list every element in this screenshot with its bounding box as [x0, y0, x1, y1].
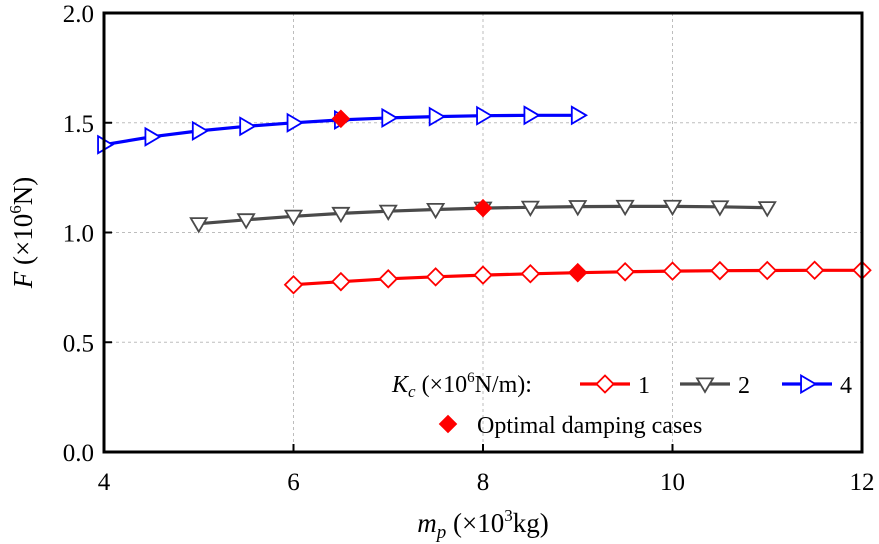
data-point-2 [426, 202, 446, 220]
series-4 [97, 105, 589, 155]
data-point-4 [239, 116, 257, 137]
data-point-2 [378, 204, 398, 221]
y-tick-label: 0.5 [63, 330, 94, 357]
data-point-4 [286, 112, 304, 133]
data-point-2 [662, 199, 683, 217]
data-point-1 [378, 269, 399, 289]
data-point-4 [523, 105, 541, 126]
x-tick-label: 4 [98, 469, 111, 496]
data-point-2 [568, 200, 588, 217]
data-point-4 [191, 120, 210, 141]
data-point-1 [615, 262, 635, 282]
data-point-2 [757, 201, 777, 218]
data-point-2 [283, 209, 304, 227]
legend-label: 1 [638, 373, 650, 399]
legend-entry-2: 2 [680, 373, 750, 399]
legend-entry-4: 4 [782, 373, 852, 399]
data-point-2 [520, 200, 540, 218]
data-point-4 [570, 105, 589, 126]
x-tick-label: 6 [287, 469, 300, 496]
legend-label: 4 [840, 373, 852, 399]
optimal-point [331, 109, 351, 129]
data-point-2 [189, 217, 209, 234]
y-tick-label: 1.0 [63, 221, 94, 248]
legend-entry-1: 1 [580, 373, 650, 399]
legend-optimal-marker [438, 414, 458, 434]
x-axis-label: mp (×103kg) [417, 506, 548, 543]
data-point-4 [144, 126, 162, 147]
optimal-point [473, 198, 493, 218]
y-tick-label: 0.0 [63, 440, 94, 467]
legend-marker [595, 374, 615, 394]
data-point-1 [662, 261, 683, 281]
data-point-1 [520, 263, 541, 284]
y-axis-label: F (×106N) [6, 177, 38, 289]
data-point-1 [283, 274, 304, 295]
series-layer [97, 105, 872, 295]
data-point-2 [710, 200, 730, 217]
x-tick-label: 10 [660, 469, 685, 496]
data-point-1 [804, 260, 825, 281]
legend-marker [800, 373, 818, 395]
legend: Kc (×106N/m): 1 2 4 Optimal damping cases [391, 370, 852, 439]
data-point-2 [236, 213, 256, 230]
data-point-4 [428, 106, 446, 127]
legend-entries: 1 2 4 [438, 373, 852, 434]
data-point-2 [331, 206, 351, 224]
data-point-1 [331, 271, 351, 292]
legend-entry-optimal [438, 414, 458, 434]
axis-ticks: 4 6 8 10 120.00.51.01.52.0 [63, 1, 875, 496]
legend-label: 2 [738, 373, 750, 399]
data-point-4 [381, 107, 399, 128]
optimal-point [568, 263, 588, 282]
x-tick-label: 12 [850, 469, 875, 496]
y-tick-label: 2.0 [63, 1, 94, 28]
y-tick-label: 1.5 [63, 111, 94, 138]
data-point-1 [757, 260, 778, 281]
data-point-1 [473, 265, 493, 285]
legend-marker [695, 377, 715, 394]
x-tick-label: 8 [477, 469, 490, 496]
grid-lines [104, 13, 862, 452]
data-point-1 [425, 267, 446, 287]
optimal-points-layer [331, 109, 588, 282]
data-point-4 [476, 105, 494, 126]
data-point-1 [710, 260, 730, 281]
legend-optimal-label: Optimal damping cases [477, 413, 702, 439]
legend-kc-label: Kc (×106N/m): [391, 370, 532, 401]
data-point-2 [615, 199, 635, 217]
